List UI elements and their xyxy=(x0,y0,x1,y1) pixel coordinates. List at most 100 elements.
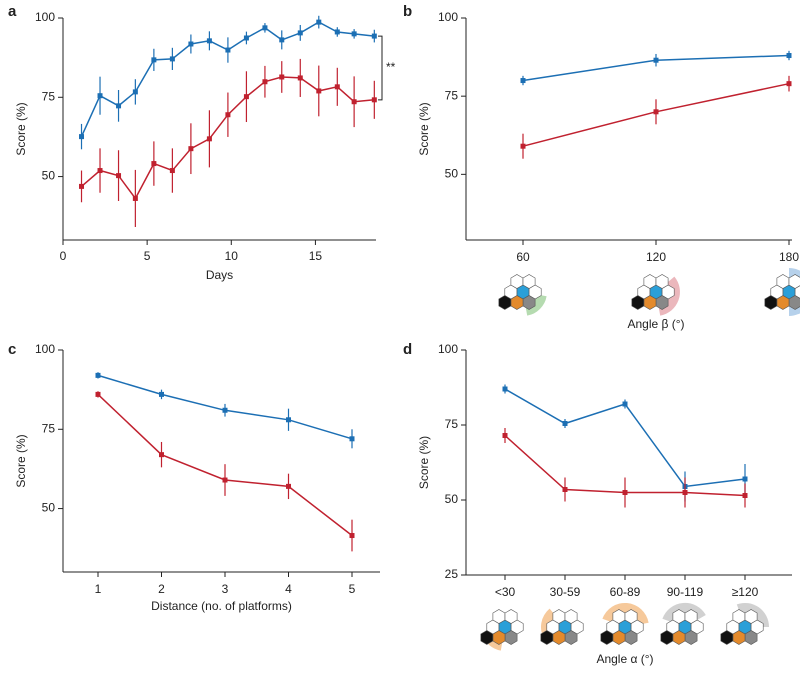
data-point xyxy=(653,57,659,63)
hexagon xyxy=(564,609,578,624)
x-tick-label: 3 xyxy=(222,582,229,596)
data-point xyxy=(786,53,792,59)
data-point xyxy=(502,386,508,392)
data-point xyxy=(225,47,231,53)
data-point xyxy=(243,94,249,100)
data-point xyxy=(371,97,377,103)
y-tick-label: 50 xyxy=(445,167,459,181)
y-tick-label: 50 xyxy=(42,501,56,515)
x-tick-label: 60-89 xyxy=(610,585,641,599)
data-point xyxy=(520,143,526,149)
data-point xyxy=(169,168,175,174)
data-point xyxy=(132,89,138,95)
hexagon xyxy=(480,630,494,645)
x-tick-label: 5 xyxy=(349,582,356,596)
data-point xyxy=(316,19,322,25)
data-point xyxy=(334,84,340,90)
y-tick-label: 100 xyxy=(438,10,458,24)
x-tick-label: 5 xyxy=(144,249,151,263)
data-point xyxy=(151,57,157,63)
data-point xyxy=(371,33,377,39)
data-point xyxy=(622,490,628,495)
x-tick-label: ≥120 xyxy=(732,585,759,599)
x-tick-label: 180 xyxy=(779,250,799,264)
data-point xyxy=(97,93,103,99)
y-tick-label: 100 xyxy=(438,342,458,356)
hexagon xyxy=(631,295,645,310)
hexagon xyxy=(504,609,518,624)
platform-icon xyxy=(498,274,547,316)
data-point xyxy=(262,79,268,85)
data-point xyxy=(562,487,568,492)
x-axis-label: Days xyxy=(206,268,233,282)
data-point xyxy=(222,407,228,413)
data-point xyxy=(562,421,568,426)
hexagon xyxy=(660,630,674,645)
data-point xyxy=(502,433,508,438)
x-tick-label: 15 xyxy=(309,249,323,263)
x-tick-label: 120 xyxy=(646,250,666,264)
data-point xyxy=(297,75,303,81)
data-point xyxy=(349,436,355,442)
data-point xyxy=(169,56,175,62)
platform-icon xyxy=(631,274,680,316)
y-tick-label: 100 xyxy=(35,342,55,356)
hexagon xyxy=(788,274,800,289)
data-point xyxy=(316,88,322,94)
x-tick-label: 30-59 xyxy=(550,585,581,599)
data-point xyxy=(334,29,340,35)
significance-bracket xyxy=(378,35,383,101)
y-tick-label: 50 xyxy=(42,169,56,183)
data-point xyxy=(286,417,291,423)
x-tick-label: <30 xyxy=(495,585,516,599)
hexagon xyxy=(540,630,554,645)
data-point xyxy=(243,35,249,41)
hexagon xyxy=(655,274,669,289)
y-tick-label: 75 xyxy=(42,89,56,103)
data-point xyxy=(279,74,285,80)
platform-icon xyxy=(764,268,800,316)
data-point xyxy=(151,161,157,167)
panel-letter: d xyxy=(403,341,412,358)
hexagon xyxy=(764,295,778,310)
hexagon xyxy=(744,609,758,624)
y-tick-label: 100 xyxy=(35,10,55,24)
y-tick-label: 25 xyxy=(445,567,459,581)
data-point xyxy=(116,173,122,179)
data-point xyxy=(188,41,194,47)
data-point xyxy=(286,483,291,489)
hexagon xyxy=(720,630,734,645)
x-tick-label: 1 xyxy=(95,582,102,596)
y-axis-label: Score (%) xyxy=(417,102,431,155)
data-point xyxy=(222,477,228,483)
y-tick-label: 75 xyxy=(42,421,56,435)
data-point xyxy=(95,372,101,378)
data-point xyxy=(682,490,688,495)
data-point xyxy=(520,78,526,84)
y-tick-label: 50 xyxy=(445,492,459,506)
hexagon xyxy=(624,609,638,624)
panel-letter: b xyxy=(403,3,412,20)
data-point xyxy=(97,168,103,174)
platform-icon xyxy=(660,602,706,645)
panel-letter: c xyxy=(8,341,16,358)
x-tick-label: 10 xyxy=(225,249,239,263)
hexagon xyxy=(600,630,614,645)
data-point xyxy=(349,533,355,539)
hexagon xyxy=(498,295,512,310)
data-point xyxy=(79,183,85,189)
platform-icon xyxy=(720,602,770,645)
data-point xyxy=(262,25,268,31)
x-tick-label: 0 xyxy=(60,249,67,263)
hexagon xyxy=(684,609,698,624)
platform-icon xyxy=(600,602,649,645)
y-axis-label: Score (%) xyxy=(14,434,28,487)
y-tick-label: 75 xyxy=(445,417,459,431)
data-point xyxy=(653,109,659,115)
y-axis-label: Score (%) xyxy=(14,102,28,155)
x-axis-label: Distance (no. of platforms) xyxy=(151,599,292,613)
data-point xyxy=(279,37,285,43)
x-tick-label: 90-119 xyxy=(667,585,704,599)
x-axis-label: Angle β (°) xyxy=(627,317,684,331)
